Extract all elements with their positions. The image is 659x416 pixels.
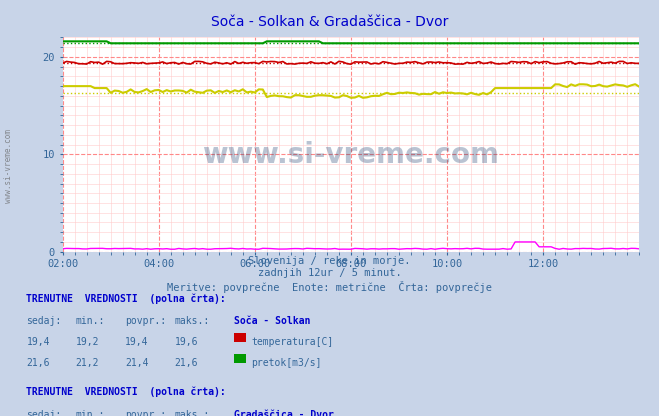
Text: 19,2: 19,2 xyxy=(76,337,100,347)
Text: TRENUTNE  VREDNOSTI  (polna črta):: TRENUTNE VREDNOSTI (polna črta): xyxy=(26,387,226,397)
Text: www.si-vreme.com: www.si-vreme.com xyxy=(202,141,500,169)
Text: maks.:: maks.: xyxy=(175,410,210,416)
Text: Gradaščica - Dvor: Gradaščica - Dvor xyxy=(234,410,334,416)
Text: 19,4: 19,4 xyxy=(26,337,50,347)
Text: min.:: min.: xyxy=(76,410,105,416)
Text: Meritve: povprečne  Enote: metrične  Črta: povprečje: Meritve: povprečne Enote: metrične Črta:… xyxy=(167,281,492,293)
Text: sedaj:: sedaj: xyxy=(26,316,61,326)
Text: maks.:: maks.: xyxy=(175,316,210,326)
Text: povpr.:: povpr.: xyxy=(125,410,166,416)
Text: sedaj:: sedaj: xyxy=(26,410,61,416)
Text: 19,6: 19,6 xyxy=(175,337,198,347)
Text: zadnjih 12ur / 5 minut.: zadnjih 12ur / 5 minut. xyxy=(258,268,401,278)
Text: povpr.:: povpr.: xyxy=(125,316,166,326)
Text: TRENUTNE  VREDNOSTI  (polna črta):: TRENUTNE VREDNOSTI (polna črta): xyxy=(26,293,226,304)
Text: 19,4: 19,4 xyxy=(125,337,149,347)
Text: temperatura[C]: temperatura[C] xyxy=(251,337,333,347)
Text: pretok[m3/s]: pretok[m3/s] xyxy=(251,358,322,368)
Text: 21,4: 21,4 xyxy=(125,358,149,368)
Text: 21,6: 21,6 xyxy=(26,358,50,368)
Text: www.si-vreme.com: www.si-vreme.com xyxy=(4,129,13,203)
Text: Soča - Solkan & Gradaščica - Dvor: Soča - Solkan & Gradaščica - Dvor xyxy=(211,15,448,29)
Text: 21,6: 21,6 xyxy=(175,358,198,368)
Text: Soča - Solkan: Soča - Solkan xyxy=(234,316,310,326)
Text: min.:: min.: xyxy=(76,316,105,326)
Text: Slovenija / reke in morje.: Slovenija / reke in morje. xyxy=(248,256,411,266)
Text: 21,2: 21,2 xyxy=(76,358,100,368)
